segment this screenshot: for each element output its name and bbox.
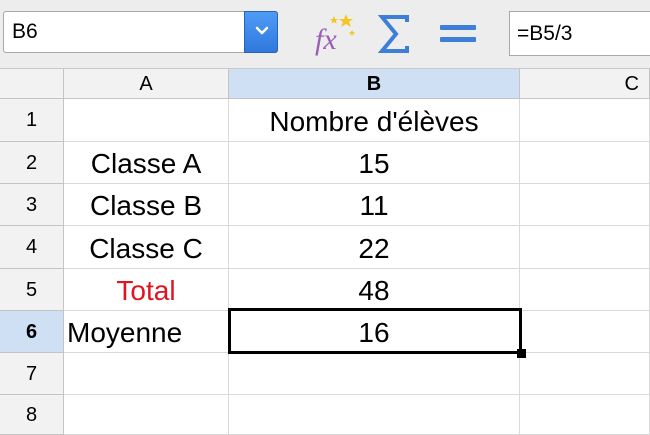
formula-input-value[interactable]: =B5/3 [517, 22, 573, 45]
cell-cursor [228, 308, 522, 354]
name-box[interactable]: B6 [3, 11, 278, 53]
cell-b7[interactable] [229, 353, 520, 395]
chevron-down-icon [255, 26, 269, 35]
cell-a5[interactable]: Total [64, 269, 229, 311]
cell-c1[interactable] [520, 99, 650, 142]
autofill-handle[interactable] [517, 349, 526, 358]
cell-b4[interactable]: 22 [229, 226, 520, 269]
name-box-dropdown-button[interactable] [244, 11, 278, 53]
column-header-c[interactable]: C [520, 69, 650, 99]
cell-c3[interactable] [520, 184, 650, 226]
cell-b5[interactable]: 48 [229, 269, 520, 311]
cell-c6[interactable] [520, 311, 650, 353]
cell-b1[interactable]: Nombre d'élèves [229, 99, 520, 142]
row-header-2[interactable]: 2 [0, 142, 64, 184]
svg-text:fx: fx [315, 23, 337, 56]
cell-c4[interactable] [520, 226, 650, 269]
sum-icon[interactable] [378, 14, 412, 54]
formula-input[interactable]: =B5/3 [509, 11, 650, 56]
cell-c8[interactable] [520, 395, 650, 435]
cell-a3[interactable]: Classe B [64, 184, 229, 226]
cell-c2[interactable] [520, 142, 650, 184]
row-header-1[interactable]: 1 [0, 99, 64, 142]
cell-a1[interactable] [64, 99, 229, 142]
row-header-8[interactable]: 8 [0, 395, 64, 435]
row-header-6[interactable]: 6 [0, 311, 64, 353]
formula-toolbar: B6 fx =B5/3 [0, 0, 650, 69]
row-header-4[interactable]: 4 [0, 226, 64, 269]
cell-a4[interactable]: Classe C [64, 226, 229, 269]
cell-c7[interactable] [520, 353, 650, 395]
formula-equals-icon[interactable] [440, 24, 476, 44]
row-header-7[interactable]: 7 [0, 353, 64, 395]
cell-b3[interactable]: 11 [229, 184, 520, 226]
cell-a6[interactable]: Moyenne [64, 311, 229, 353]
select-all-corner[interactable] [0, 69, 64, 99]
row-header-5[interactable]: 5 [0, 269, 64, 311]
name-box-value[interactable]: B6 [12, 20, 38, 43]
row-header-3[interactable]: 3 [0, 184, 64, 226]
cell-b2[interactable]: 15 [229, 142, 520, 184]
cell-a2[interactable]: Classe A [64, 142, 229, 184]
column-header-b[interactable]: B [229, 69, 520, 99]
cell-a8[interactable] [64, 395, 229, 435]
function-wizard-icon[interactable]: fx [312, 12, 356, 56]
column-header-a[interactable]: A [64, 69, 229, 99]
cell-c5[interactable] [520, 269, 650, 311]
cell-a7[interactable] [64, 353, 229, 395]
cell-b8[interactable] [229, 395, 520, 435]
